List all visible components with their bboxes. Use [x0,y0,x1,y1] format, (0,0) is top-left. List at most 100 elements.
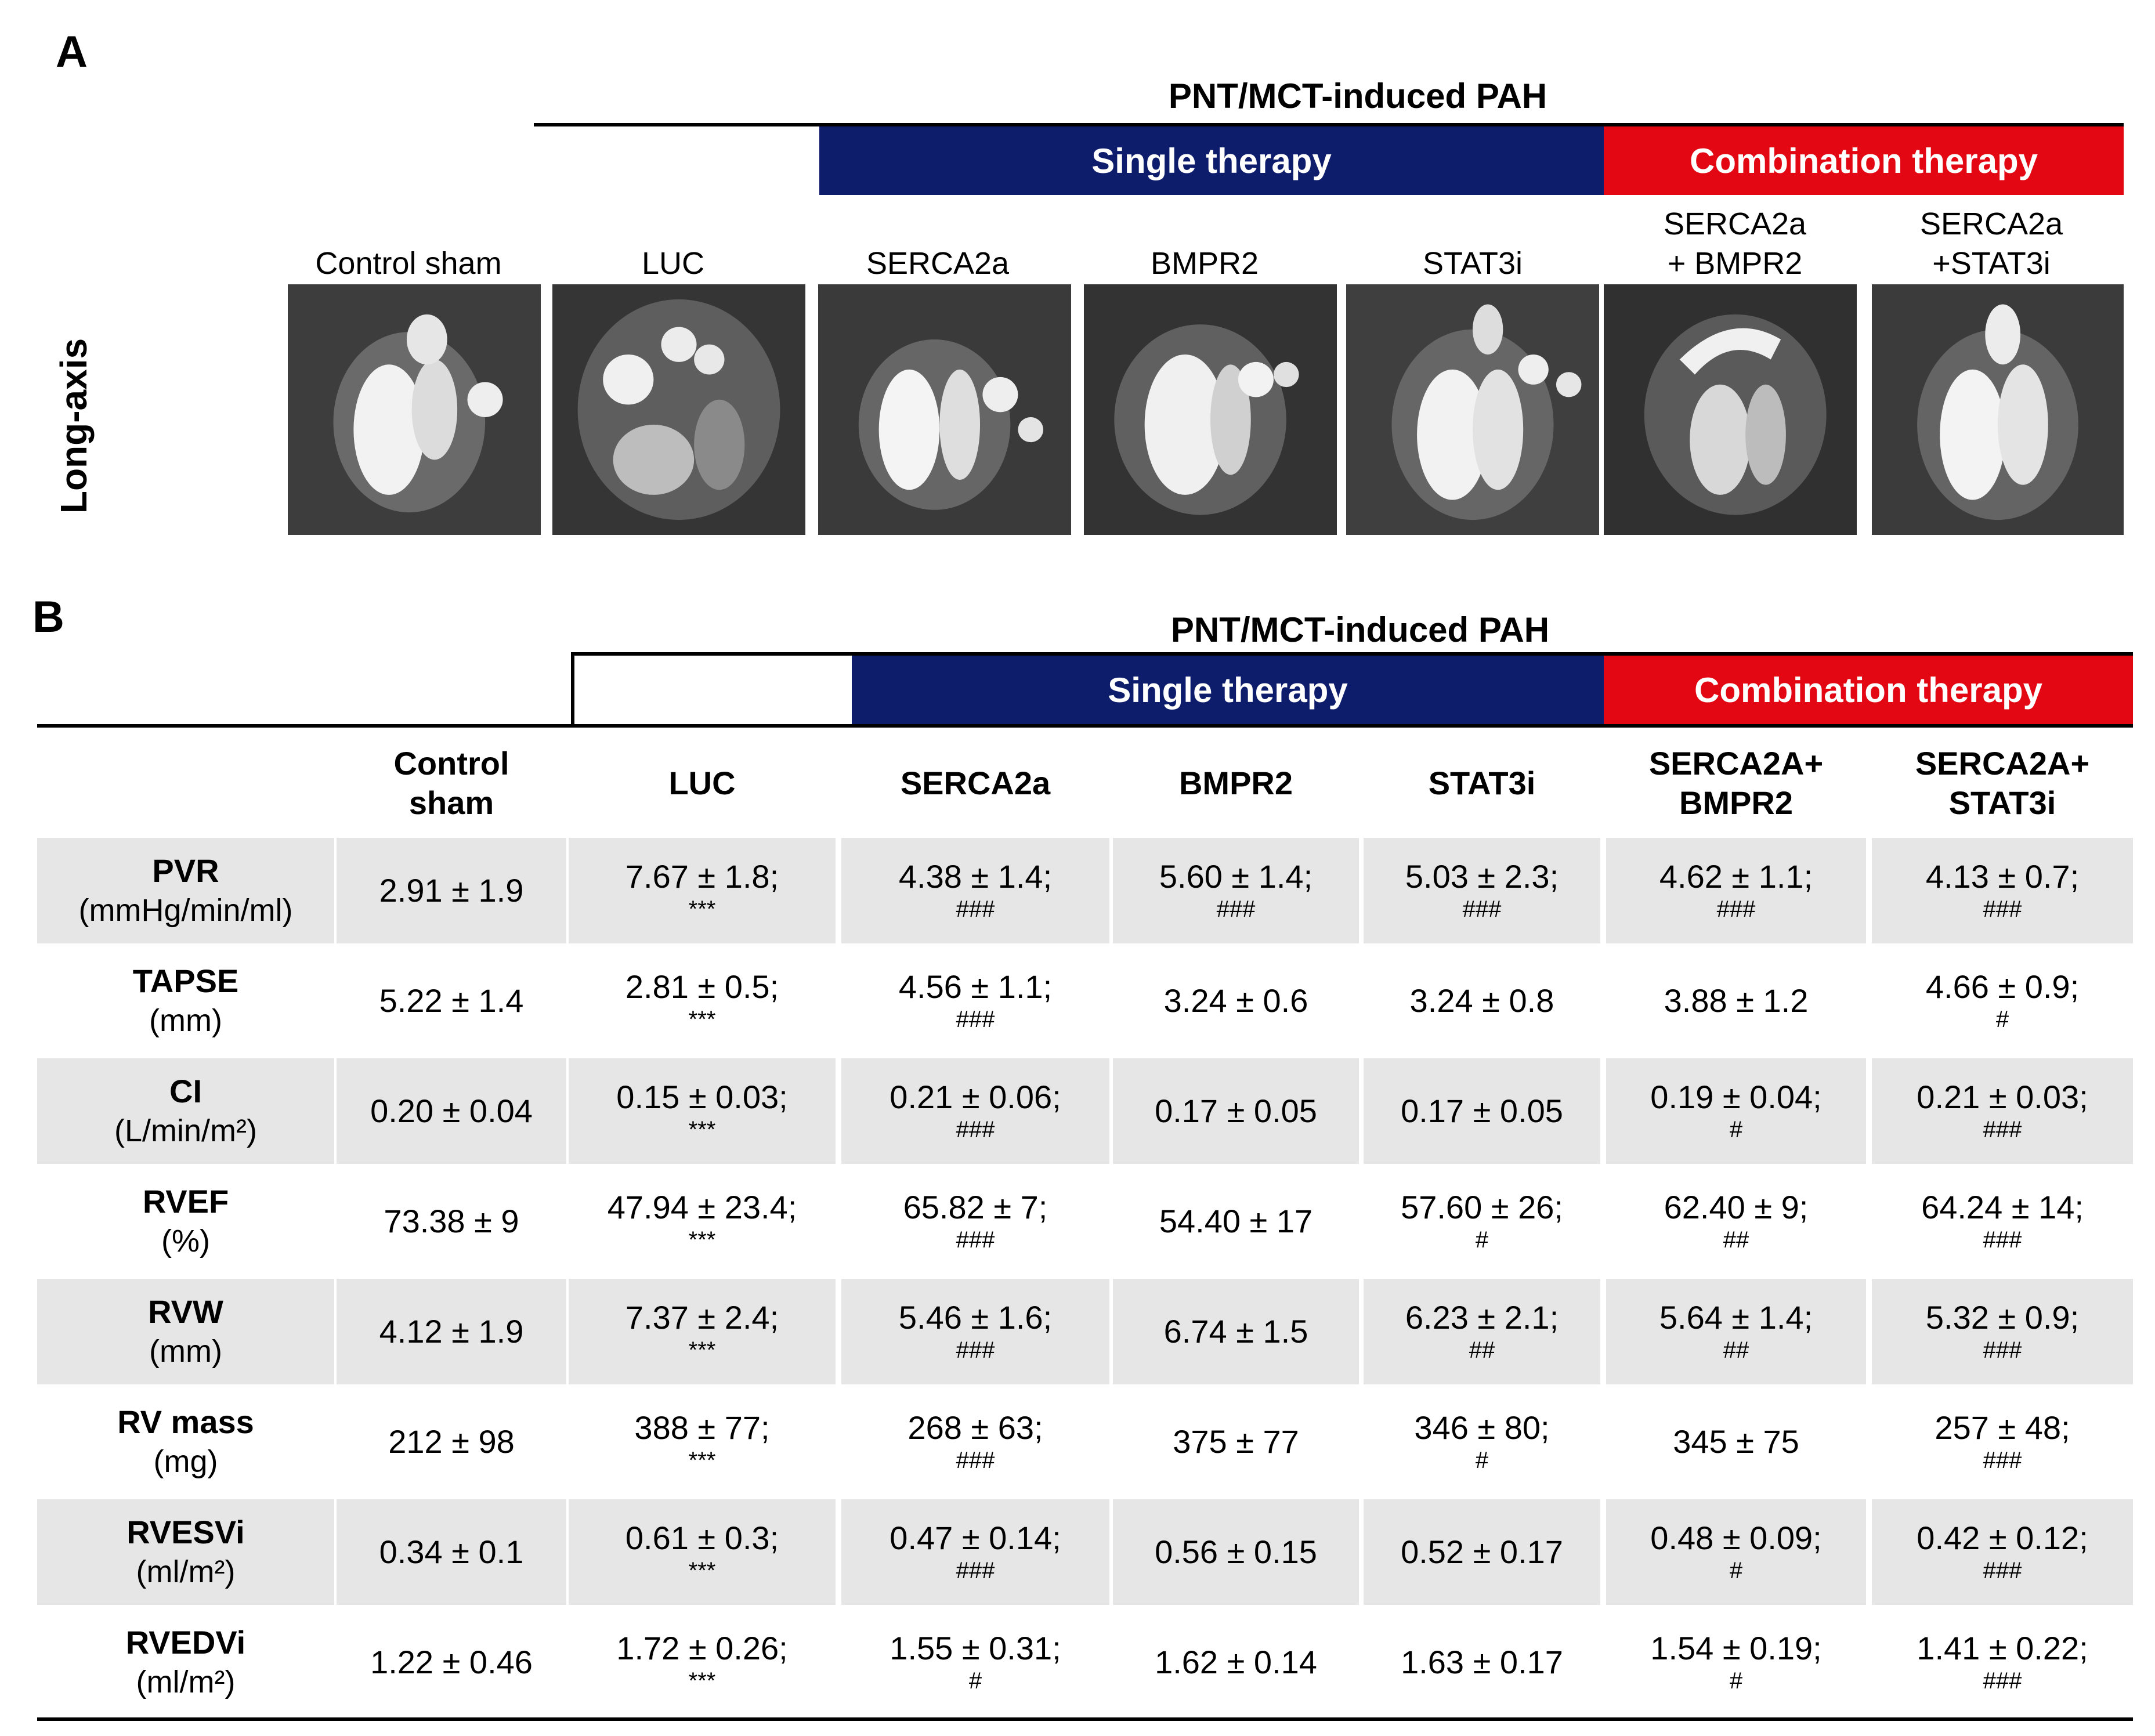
cell-value: 3.88 ± 1.2 [1664,982,1809,1019]
significance-marker: *** [688,896,716,922]
table-cell: 4.66 ± 0.9; # [1872,948,2133,1054]
cell-value: 62.40 ± 9; [1664,1189,1809,1225]
significance-marker: ### [1462,896,1502,922]
significance-marker: ## [1723,1227,1749,1253]
table-cell: 7.37 ± 2.4; *** [569,1279,836,1384]
long-axis-label: Long-axis [53,338,95,514]
significance-marker: *** [688,1337,716,1363]
mri-image-serca2a-stat3i [1872,284,2124,535]
table-cell: 346 ± 80; # [1364,1389,1600,1495]
cell-value: 4.62 ± 1.1; [1659,858,1813,895]
panel-b-letter: B [32,592,64,642]
cell-value: 0.21 ± 0.06; [890,1079,1061,1115]
row-name: PVR [152,852,219,889]
panel-b-single-therapy-bar: Single therapy [852,656,1604,724]
panel-a-single-therapy-bar: Single therapy [819,126,1604,195]
table-cell: 0.52 ± 0.17 [1364,1499,1600,1605]
cell-value: 0.56 ± 0.15 [1155,1534,1317,1570]
table-cell: 375 ± 77 [1113,1389,1359,1495]
table-cell: 268 ± 63; ### [841,1389,1109,1495]
row-label-rvw: RVW (mm) [37,1279,334,1384]
row-unit: (mmHg/min/ml) [78,893,293,928]
significance-marker: ### [1216,896,1256,922]
row-label-rv-mass: RV mass (mg) [37,1389,334,1495]
mri-image-control-sham [288,284,541,535]
image-label-luc: LUC [641,246,705,281]
table-cell: 1.62 ± 0.14 [1113,1610,1359,1715]
cell-value: 268 ± 63; [907,1409,1043,1446]
table-cell: 54.40 ± 17 [1113,1169,1359,1274]
column-header-serca2a-bmpr2: SERCA2A+ BMPR2 [1648,745,1824,821]
column-header-serca2a: SERCA2a [900,765,1051,801]
cell-value: 5.64 ± 1.4; [1659,1299,1813,1336]
table-cell: 6.23 ± 2.1; ## [1364,1279,1600,1384]
significance-marker: ### [1983,1337,2022,1363]
significance-marker: ### [1983,1558,2022,1583]
row-name: RVW [148,1293,223,1330]
cell-value: 1.22 ± 0.46 [370,1644,533,1680]
table-cell: 64.24 ± 14; ### [1872,1169,2133,1274]
column-header-bmpr2: BMPR2 [1178,765,1293,801]
significance-marker: ### [956,1448,995,1473]
cell-value: 1.55 ± 0.31; [890,1630,1061,1666]
cell-value: 3.24 ± 0.8 [1409,982,1554,1019]
table-cell: 0.61 ± 0.3; *** [569,1499,836,1605]
mri-image-serca2a-bmpr2 [1604,284,1857,535]
table-bottom-rule [37,1717,2133,1721]
table-cell: 1.55 ± 0.31; # [841,1610,1109,1715]
cell-value: 0.34 ± 0.1 [379,1534,524,1570]
cell-value: 1.41 ± 0.22; [1917,1630,2088,1666]
table-cell: 1.41 ± 0.22; ### [1872,1610,2133,1715]
cell-value: 0.19 ± 0.04; [1650,1079,1822,1115]
cell-value: 3.24 ± 0.6 [1163,982,1308,1019]
cell-value: 73.38 ± 9 [384,1203,519,1239]
row-name: RVESVi [126,1514,245,1550]
table-cell: 257 ± 48; ### [1872,1389,2133,1495]
column-header-control-sham: Control sham [393,745,509,821]
table-cell: 212 ± 98 [337,1389,566,1495]
row-unit: (mg) [153,1444,218,1479]
cell-value: 7.37 ± 2.4; [625,1299,779,1336]
cell-value: 4.13 ± 0.7; [1925,858,2080,895]
image-label-serca2a: SERCA2a [866,246,1010,281]
row-name: TAPSE [132,963,239,999]
row-unit: (ml/m²) [136,1665,236,1699]
table-cell: 1.54 ± 0.19; # [1606,1610,1866,1715]
significance-marker: ## [1723,1337,1749,1363]
mri-image-luc [552,284,805,535]
cell-value: 4.12 ± 1.9 [379,1313,524,1350]
table-cell: 0.17 ± 0.05 [1113,1058,1359,1164]
cell-value: 346 ± 80; [1414,1409,1550,1446]
cell-value: 6.23 ± 2.1; [1405,1299,1559,1336]
cell-value: 0.17 ± 0.05 [1155,1093,1317,1129]
significance-marker: *** [688,1007,716,1032]
significance-marker: ### [956,1007,995,1032]
significance-marker: ### [1983,1227,2022,1253]
cell-value: 1.62 ± 0.14 [1155,1644,1317,1680]
table-cell: 5.64 ± 1.4; ## [1606,1279,1866,1384]
mri-image-bmpr2 [1084,284,1337,535]
mri-image-stat3i [1346,284,1599,535]
cell-value: 2.91 ± 1.9 [379,872,524,909]
cell-value: 4.66 ± 0.9; [1925,968,2080,1005]
table-cell: 4.62 ± 1.1; ### [1606,838,1866,943]
table-cell: 1.22 ± 0.46 [337,1610,566,1715]
cell-value: 5.46 ± 1.6; [898,1299,1053,1336]
significance-marker: # [1729,1668,1743,1694]
cell-value: 388 ± 77; [634,1409,770,1446]
row-label-rvesvi: RVESVi (ml/m²) [37,1499,334,1605]
cell-value: 0.47 ± 0.14; [890,1520,1061,1556]
cell-value: 0.52 ± 0.17 [1401,1534,1563,1570]
cell-value: 64.24 ± 14; [1921,1189,2084,1225]
significance-marker: *** [688,1558,716,1583]
table-cell: 0.47 ± 0.14; ### [841,1499,1109,1605]
table-cell: 5.22 ± 1.4 [337,948,566,1054]
significance-marker: ### [1983,896,2022,922]
significance-marker: # [1995,1007,2009,1032]
table-cell: 47.94 ± 23.4; *** [569,1169,836,1274]
significance-marker: ### [1983,1117,2022,1142]
cell-value: 375 ± 77 [1173,1423,1299,1460]
panel-a-letter: A [56,27,88,77]
panel-b-group-bracket [571,652,574,724]
panel-b-group-line [571,652,2133,656]
